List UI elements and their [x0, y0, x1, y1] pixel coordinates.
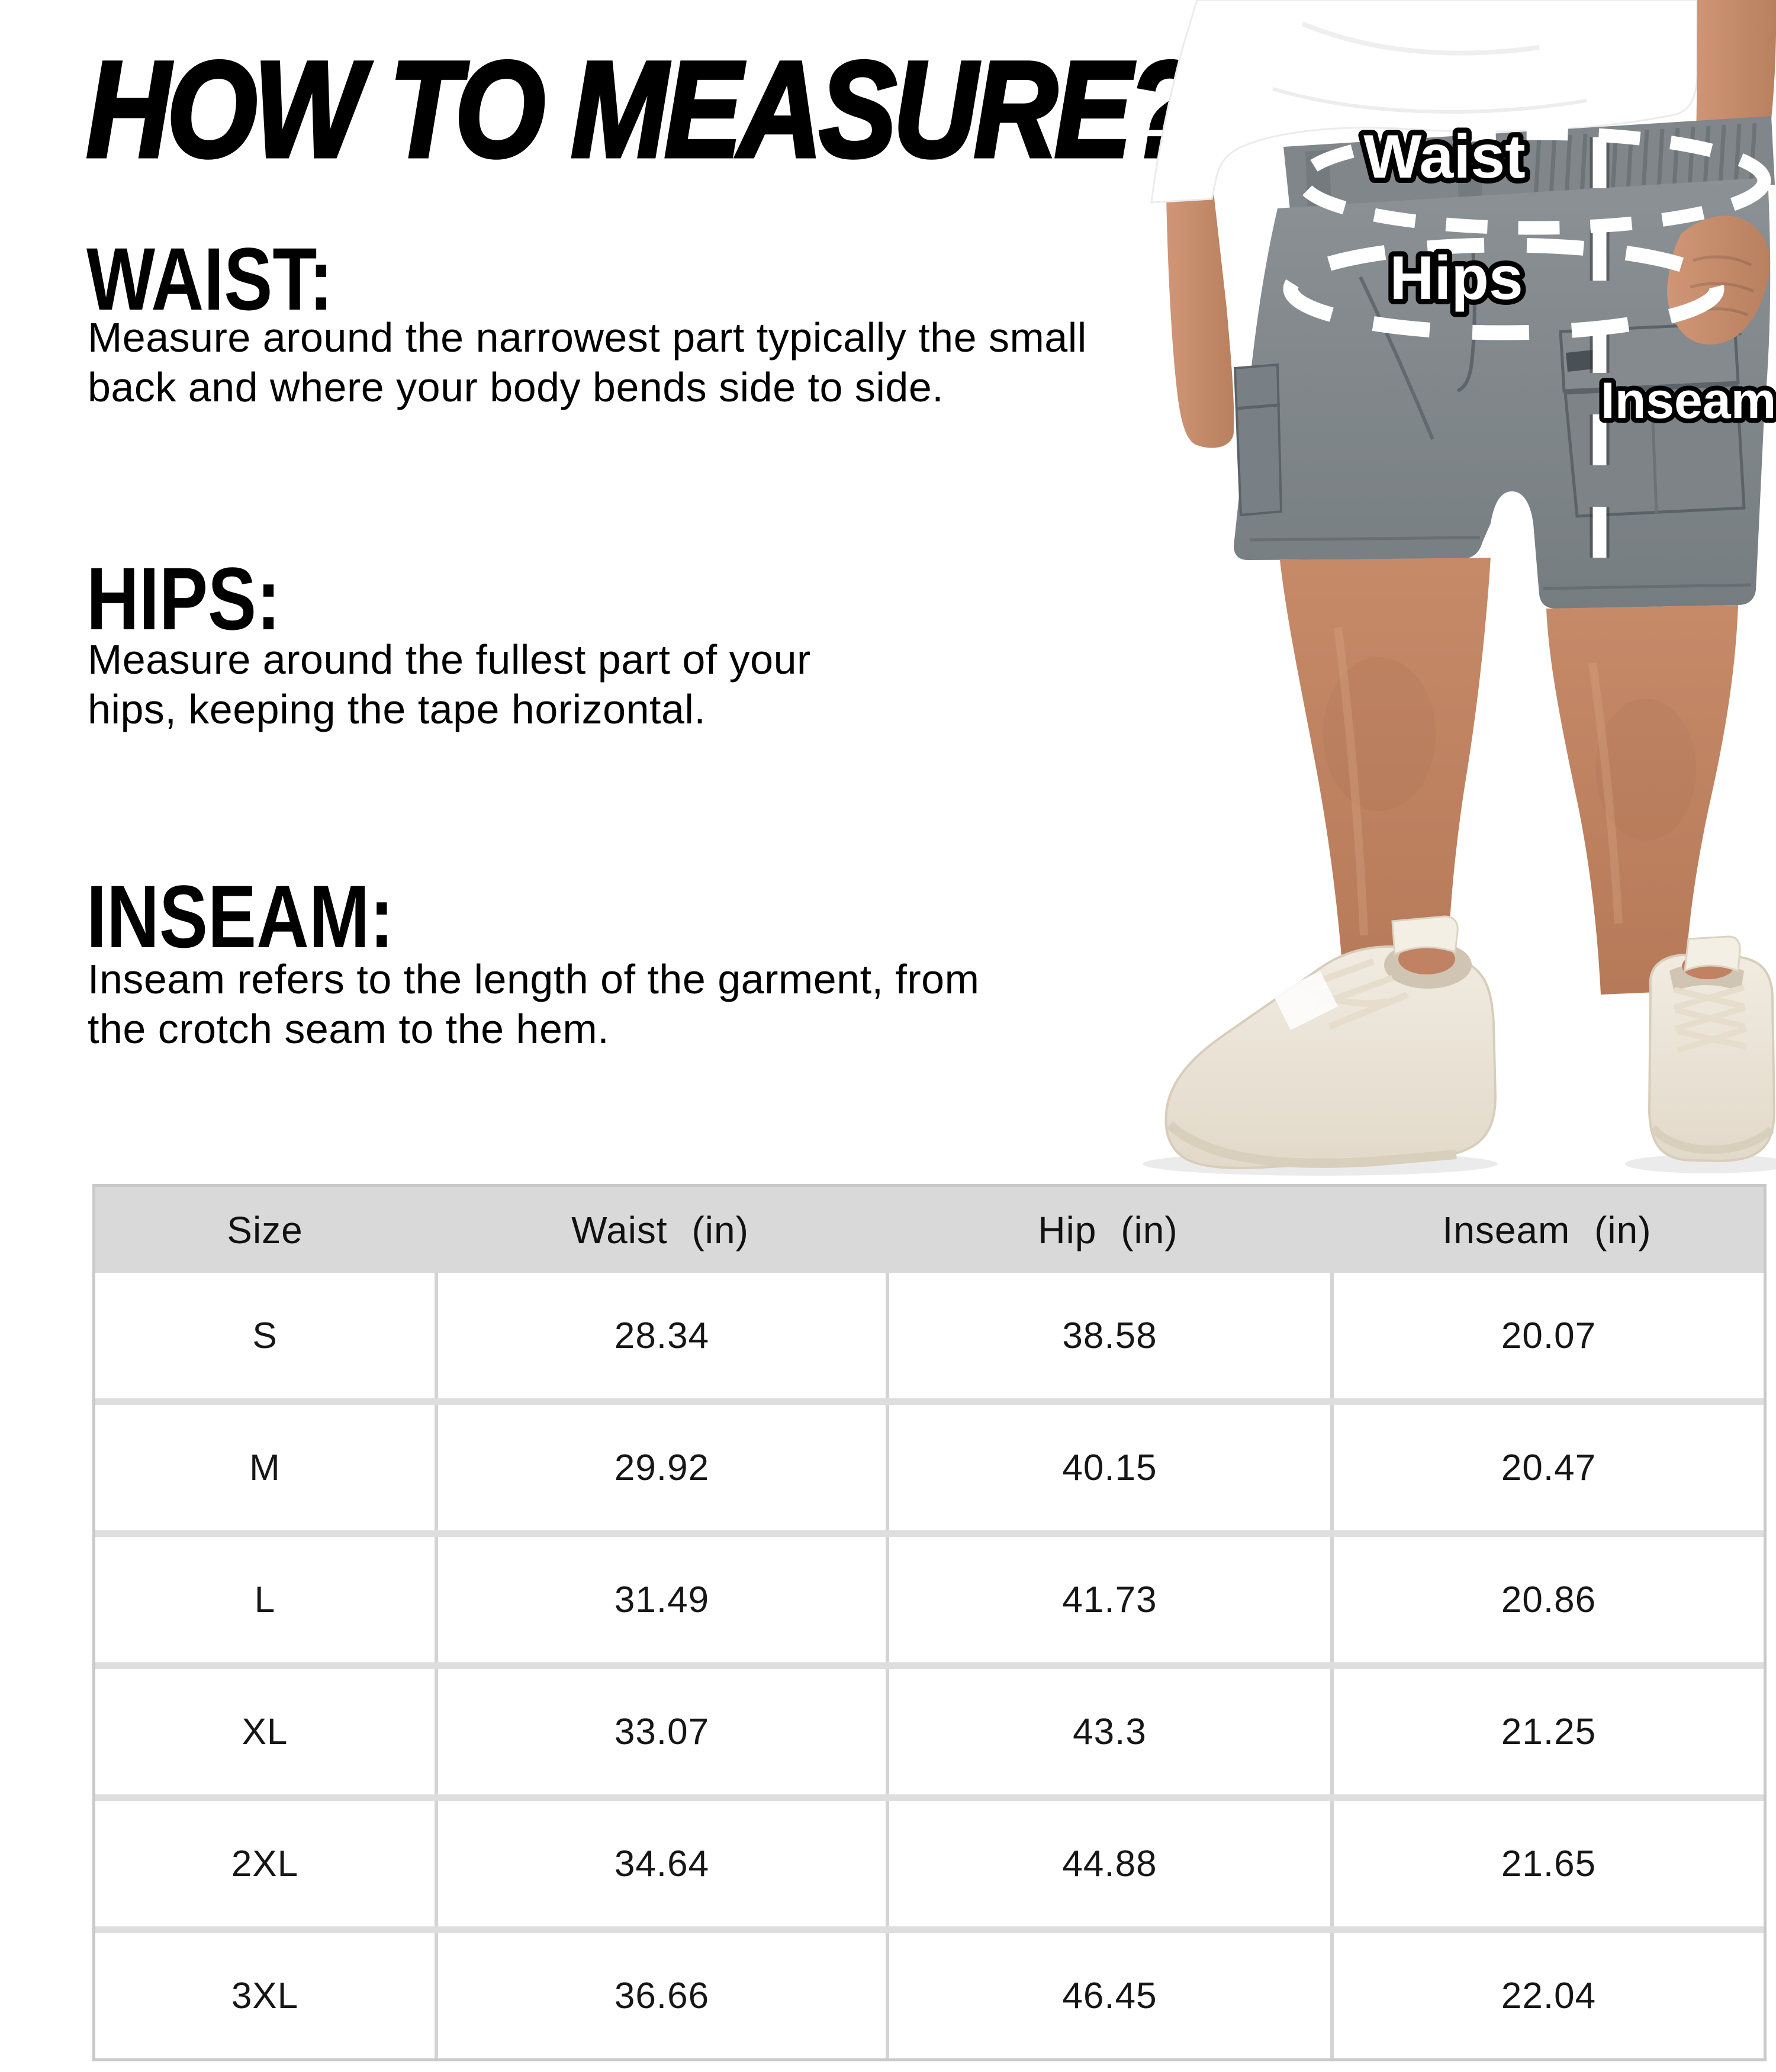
waist-ellipse [1295, 126, 1771, 235]
waist-label: Waist [1363, 123, 1526, 191]
right-shoe-laces [1673, 984, 1748, 1053]
inseam-cell: 20.47 [1330, 1405, 1764, 1530]
hip-cell: 38.58 [886, 1273, 1330, 1398]
left-shoe-panel [1273, 971, 1338, 1030]
waist-text-line1: Measure around the narrowest part typica… [88, 314, 1087, 361]
waist-cell: 29.92 [435, 1405, 886, 1530]
tshirt-fold [1272, 87, 1587, 114]
hem-stitch [1542, 583, 1752, 590]
inseam-section-text: Inseam refers to the length of the garme… [88, 954, 979, 1054]
shin-highlight [1334, 627, 1623, 936]
waist-cell: 31.49 [435, 1537, 886, 1662]
size-cell: L [254, 1579, 276, 1620]
fly-stitch [1456, 247, 1476, 392]
model-illustration: Waist Hips Inseam [1143, 0, 1776, 1176]
inseam-cell: 22.04 [1330, 1933, 1764, 2058]
hip-cell: 44.88 [886, 1801, 1330, 1926]
left-shoe [1164, 945, 1497, 1169]
table-row: 3XL 36.66 46.45 22.04 [95, 1926, 1764, 2058]
table-row: M 29.92 40.15 20.47 [95, 1398, 1764, 1530]
hips-text-line1: Measure around the fullest part of your [88, 636, 811, 683]
col-header-size: Size [227, 1208, 303, 1251]
size-cell: 2XL [231, 1843, 299, 1884]
right-shoe-tongue [1684, 935, 1741, 973]
inseam-label: Inseam [1601, 372, 1776, 429]
hip-cell: 46.45 [886, 1933, 1330, 2058]
waist-cell: 33.07 [435, 1669, 886, 1794]
size-cell: XL [242, 1711, 288, 1752]
right-shoe-sole [1649, 1125, 1774, 1154]
size-table: Size Waist (in) Hip (in) Inseam (in) S 2… [92, 1184, 1767, 2061]
waist-cell: 34.64 [435, 1801, 886, 1926]
measurement-annotations: Waist Hips Inseam [1283, 117, 1776, 599]
model-photo: Waist Hips Inseam [1125, 0, 1776, 1181]
table-row: S 28.34 38.58 20.07 [95, 1273, 1764, 1398]
inseam-cell: 21.25 [1330, 1669, 1764, 1794]
hips-section-text: Measure around the fullest part of your … [88, 635, 811, 734]
waist-cell: 36.66 [435, 1933, 886, 2058]
left-knee-shade [1323, 657, 1436, 811]
hip-cell: 40.15 [886, 1405, 1330, 1530]
col-header-waist: Waist (in) [571, 1208, 749, 1251]
tshirt-fold [1301, 21, 1540, 56]
page-title: HOW TO MEASURE? [85, 31, 1201, 188]
size-cell: M [249, 1447, 281, 1488]
side-pocket-flap-line [1236, 403, 1280, 410]
hips-text-line2: hips, keeping the tape horizontal. [88, 686, 706, 732]
hips-section-heading: HIPS: [86, 549, 281, 648]
side-pocket [1233, 363, 1283, 517]
hips-label: Hips [1389, 244, 1523, 313]
left-shoe-laces [1298, 958, 1410, 1030]
size-cell: S [252, 1315, 278, 1356]
left-ankle [1398, 944, 1455, 974]
hem-stitch [1250, 536, 1481, 542]
waist-section-text: Measure around the narrowest part typica… [88, 313, 1087, 412]
col-header-inseam: Inseam (in) [1442, 1208, 1652, 1251]
inseam-cell: 20.86 [1330, 1537, 1764, 1662]
hip-cell: 41.73 [886, 1537, 1330, 1662]
left-leg [1280, 558, 1491, 1006]
table-row: 2XL 34.64 44.88 21.65 [95, 1794, 1764, 1926]
left-shoe-tongue [1391, 915, 1459, 956]
inseam-cell: 21.65 [1330, 1801, 1764, 1926]
inseam-text-line2: the crotch seam to the hem. [88, 1006, 610, 1052]
size-table-header: Size Waist (in) Hip (in) Inseam (in) [95, 1187, 1764, 1273]
table-row: L 31.49 41.73 20.86 [95, 1530, 1764, 1662]
inseam-section-heading: INSEAM: [86, 867, 394, 966]
size-cell: 3XL [231, 1975, 299, 2016]
right-knee-shade [1595, 699, 1696, 841]
col-header-hip: Hip (in) [1038, 1208, 1178, 1251]
table-row: XL 33.07 43.3 21.25 [95, 1662, 1764, 1794]
waist-cell: 28.34 [435, 1273, 886, 1398]
waist-text-line2: back and where your body bends side to s… [88, 364, 944, 410]
cargo-pocket-crease [1650, 390, 1658, 513]
tshirt [1150, 0, 1698, 204]
belt-loop [1456, 140, 1482, 201]
hip-cell: 43.3 [886, 1669, 1330, 1794]
right-shoe [1648, 953, 1776, 1163]
inseam-cell: 20.07 [1330, 1273, 1764, 1398]
waist-section-heading: WAIST: [86, 229, 333, 329]
right-leg [1546, 605, 1738, 995]
inseam-text-line1: Inseam refers to the length of the garme… [88, 956, 980, 1002]
front-pocket-stitch [1359, 276, 1434, 440]
left-shoe-sole [1166, 1121, 1457, 1168]
hips-ellipse [1283, 237, 1724, 340]
left-arm [1166, 192, 1234, 448]
